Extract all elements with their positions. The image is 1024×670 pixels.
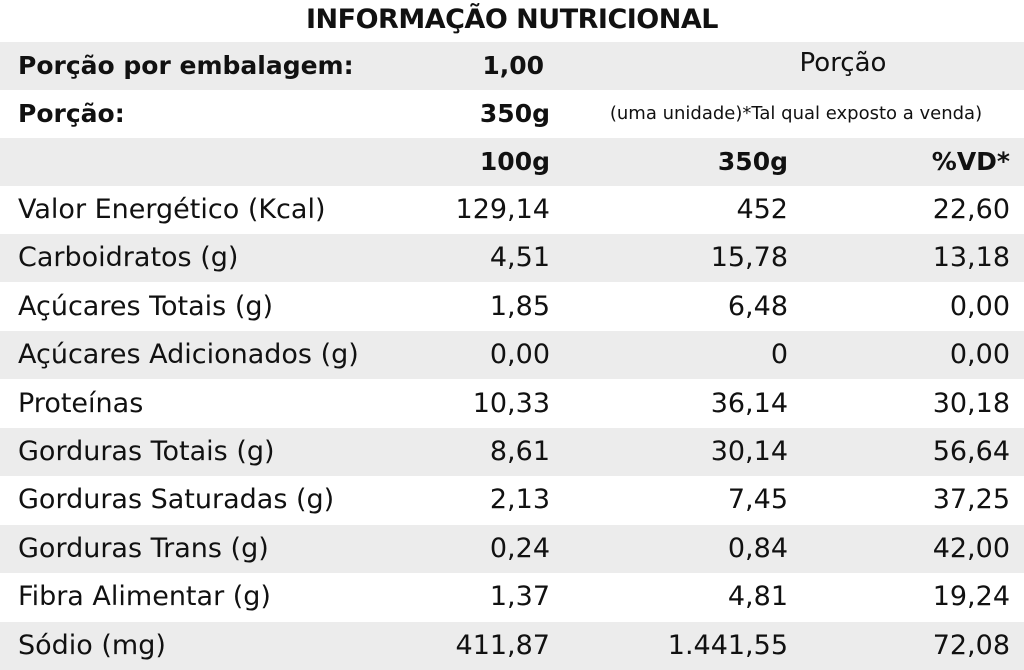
value-per-350g: 1.441,55 (667, 630, 788, 661)
table-row: Gorduras Trans (g) 0,24 0,84 42,00 (0, 525, 1024, 573)
value-percent-vd: 56,64 (932, 436, 1010, 467)
nutrient-label: Fibra Alimentar (g) (18, 581, 271, 612)
value-percent-vd: 72,08 (932, 630, 1010, 661)
value-percent-vd: 42,00 (932, 533, 1010, 564)
value-percent-vd: 19,24 (932, 581, 1010, 612)
servings-label: Porção por embalagem: (18, 51, 354, 80)
table-row: Sódio (mg) 411,87 1.441,55 72,08 (0, 622, 1024, 670)
value-per-100g: 2,13 (489, 484, 550, 515)
table-row: Açúcares Adicionados (g) 0,00 0 0,00 (0, 331, 1024, 379)
value-per-350g: 36,14 (710, 388, 788, 419)
table-row: Fibra Alimentar (g) 1,37 4,81 19,24 (0, 573, 1024, 621)
portion-value: 350g (479, 99, 550, 128)
nutrient-label: Gorduras Trans (g) (18, 533, 269, 564)
value-per-350g: 0 (770, 339, 788, 370)
portion-label: Porção: (18, 99, 125, 128)
value-per-100g: 10,33 (472, 388, 550, 419)
table-row: Açúcares Totais (g) 1,85 6,48 0,00 (0, 283, 1024, 331)
portion-note: (uma unidade)*Tal qual exposto a venda) (609, 103, 983, 124)
value-per-100g: 1,37 (489, 581, 550, 612)
value-per-100g: 411,87 (455, 630, 550, 661)
nutrient-label: Proteínas (18, 388, 144, 419)
value-per-100g: 4,51 (489, 242, 550, 273)
value-per-100g: 0,00 (489, 339, 550, 370)
value-percent-vd: 0,00 (949, 291, 1010, 322)
table-row: Proteínas 10,33 36,14 30,18 (0, 380, 1024, 428)
value-per-100g: 8,61 (489, 436, 550, 467)
column-header-vd: %VD* (931, 147, 1010, 176)
nutrient-label: Valor Energético (Kcal) (18, 194, 326, 225)
value-percent-vd: 22,60 (932, 194, 1010, 225)
table-row: Gorduras Totais (g) 8,61 30,14 56,64 (0, 428, 1024, 476)
value-per-100g: 0,24 (489, 533, 550, 564)
table-row: Carboidratos (g) 4,51 15,78 13,18 (0, 234, 1024, 282)
column-header-row: 100g 350g %VD* (0, 138, 1024, 186)
value-percent-vd: 0,00 (949, 339, 1010, 370)
servings-row: Porção por embalagem: 1,00 Porção (0, 42, 1024, 90)
column-header-100g: 100g (479, 147, 550, 176)
value-per-350g: 30,14 (710, 436, 788, 467)
nutrient-label: Açúcares Totais (g) (18, 291, 274, 322)
nutrient-label: Sódio (mg) (18, 630, 166, 661)
table-row: Valor Energético (Kcal) 129,14 452 22,60 (0, 186, 1024, 234)
table-row: Gorduras Saturadas (g) 2,13 7,45 37,25 (0, 476, 1024, 524)
value-per-350g: 0,84 (727, 533, 788, 564)
nutrient-label: Gorduras Totais (g) (18, 436, 275, 467)
value-percent-vd: 13,18 (932, 242, 1010, 273)
table-title: INFORMAÇÃO NUTRICIONAL (0, 0, 1024, 42)
value-per-350g: 15,78 (710, 242, 788, 273)
value-per-100g: 1,85 (489, 291, 550, 322)
value-per-100g: 129,14 (455, 194, 550, 225)
servings-value: 1,00 (482, 51, 544, 80)
value-per-350g: 452 (736, 194, 788, 225)
nutrient-label: Gorduras Saturadas (g) (18, 484, 335, 515)
value-percent-vd: 30,18 (932, 388, 1010, 419)
nutrient-label: Carboidratos (g) (18, 242, 239, 273)
portion-word: Porção (799, 48, 887, 78)
value-per-350g: 4,81 (727, 581, 788, 612)
portion-row: Porção: 350g (uma unidade)*Tal qual expo… (0, 90, 1024, 138)
value-per-350g: 7,45 (727, 484, 788, 515)
nutrient-label: Açúcares Adicionados (g) (18, 339, 359, 370)
value-per-350g: 6,48 (727, 291, 788, 322)
column-header-350g: 350g (717, 147, 788, 176)
value-percent-vd: 37,25 (932, 484, 1010, 515)
